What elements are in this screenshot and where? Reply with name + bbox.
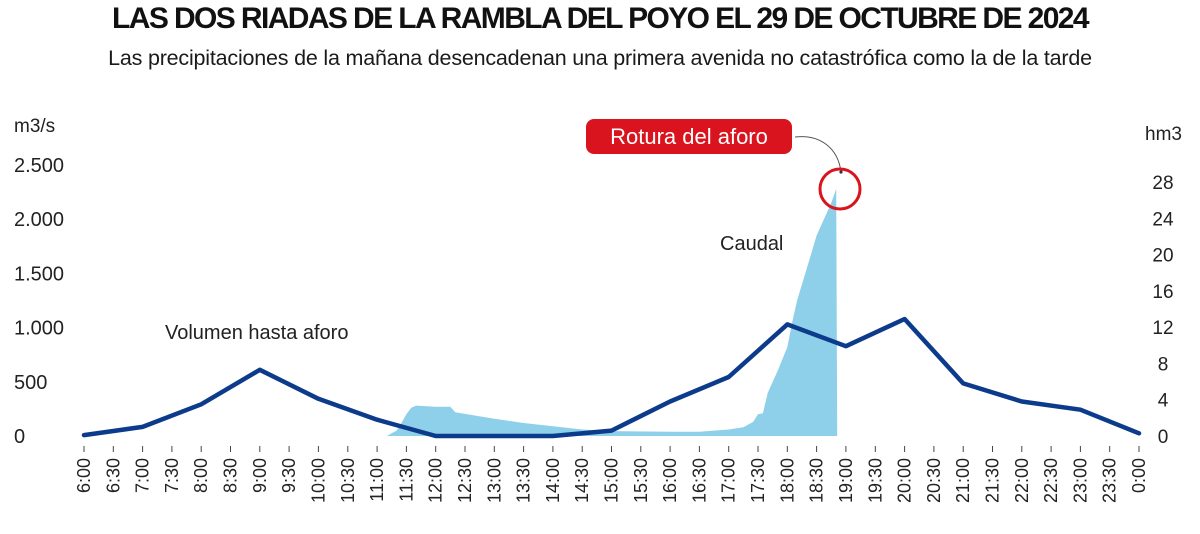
y-right-tick: 20 [1152, 246, 1173, 267]
y-right-tick: 24 [1152, 209, 1174, 230]
x-tick-label: 23:30 [1100, 458, 1120, 503]
x-tick-label: 9:30 [279, 458, 299, 493]
x-tick-label: 17:30 [748, 458, 768, 503]
y-right-tick: 4 [1158, 391, 1169, 412]
volumen-label: Volumen hasta aforo [165, 322, 348, 344]
y-right-tick: 12 [1152, 318, 1173, 339]
chart-subtitle: Las precipitaciones de la mañana desenca… [108, 46, 1092, 70]
x-tick-label: 6:30 [103, 458, 123, 493]
y-left-axis-label: m3/s [14, 116, 55, 137]
chart-title: LAS DOS RIADAS DE LA RAMBLA DEL POYO EL … [112, 2, 1090, 35]
x-axis: 6:00 6:30 7:00 7:30 8:00 8:30 9:00 9:30 10:00 10:… [74, 446, 1149, 503]
x-tick-label: 23:00 [1070, 458, 1090, 503]
x-tick-label: 17:00 [719, 458, 739, 503]
x-tick-label: 14:00 [543, 458, 563, 503]
volumen-layer [81, 316, 1142, 439]
rotura-label: Rotura del aforo [610, 124, 768, 149]
x-tick-label: 22:30 [1041, 458, 1061, 503]
x-tick-label: 11:00 [367, 458, 387, 502]
y-right-axis-label: hm3 [1145, 124, 1182, 145]
y-right-tick: 0 [1158, 427, 1169, 448]
x-tick-label: 6:00 [74, 458, 94, 493]
x-tick-label: 20:00 [895, 458, 915, 503]
caudal-label: Caudal [720, 233, 783, 255]
x-tick-label: 9:00 [250, 458, 270, 493]
x-tick-label: 8:30 [221, 458, 241, 493]
y-left-tick: 2.500 [14, 155, 64, 177]
x-tick-label: 16:30 [689, 458, 709, 503]
rotura-label-box [586, 119, 792, 154]
x-tick-label: 7:00 [133, 458, 153, 493]
rotura-annotation: Rotura del aforo [586, 119, 862, 211]
x-tick-label: 12:30 [455, 458, 475, 503]
y-left-tick: 0 [14, 426, 25, 448]
x-tick-label: 10:30 [338, 458, 358, 503]
y-left-tick: 2.000 [14, 209, 64, 231]
rotura-leader-dot [839, 170, 843, 174]
x-tick-label: 15:30 [631, 458, 651, 503]
x-tick-label: 16:00 [660, 458, 680, 503]
x-tick-label: 22:00 [1012, 458, 1032, 503]
x-tick-label: 8:00 [191, 458, 211, 493]
y-axis-right: hm3 28 24 20 16 12 8 4 0 [1145, 124, 1182, 448]
y-axis-left: m3/s 2.500 2.000 1.500 1.000 500 0 [14, 116, 64, 448]
x-tick-label: 19:30 [865, 458, 885, 503]
x-tick-label: 0:00 [1129, 458, 1149, 493]
x-tick-label: 14:30 [572, 458, 592, 503]
x-tick-label: 13:30 [514, 458, 534, 503]
x-tick-label: 21:30 [983, 458, 1003, 503]
y-left-tick: 1.500 [14, 263, 64, 285]
volumen-line [81, 316, 1142, 439]
caudal-area [386, 188, 838, 436]
x-tick-label: 15:00 [602, 458, 622, 503]
y-right-tick: 8 [1158, 354, 1169, 375]
x-tick-label: 7:30 [162, 458, 182, 493]
x-tick-label: 20:30 [924, 458, 944, 503]
x-tick-label: 12:00 [426, 458, 446, 503]
rotura-circle [818, 167, 862, 211]
y-right-tick: 28 [1152, 173, 1173, 194]
x-tick-label: 18:30 [807, 458, 827, 503]
y-right-tick: 16 [1152, 282, 1173, 303]
y-left-tick: 1.000 [14, 318, 64, 340]
x-tick-label: 18:00 [777, 458, 797, 503]
caudal-layer [386, 188, 838, 436]
rotura-leader-line [794, 136, 842, 173]
x-tick-label: 11:30 [396, 458, 416, 502]
y-left-tick: 500 [14, 372, 47, 394]
x-tick-label: 19:00 [836, 458, 856, 503]
x-tick-label: 13:00 [484, 458, 504, 503]
x-tick-label: 10:00 [308, 458, 328, 503]
x-tick-label: 21:00 [953, 458, 973, 503]
